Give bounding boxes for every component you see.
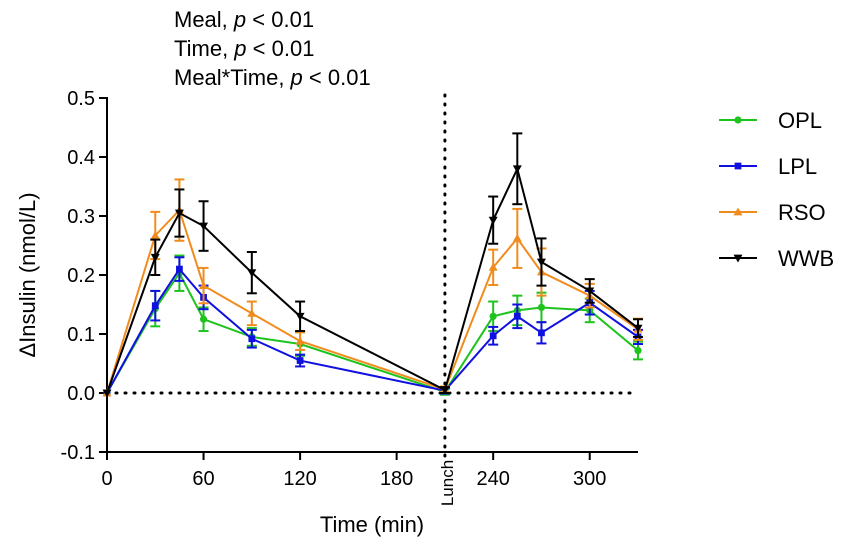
data-point (295, 312, 305, 321)
legend-item-opl: OPL (719, 108, 822, 133)
y-tick-label: 0.5 (67, 88, 95, 110)
legend-label: OPL (778, 108, 822, 133)
plot-area (102, 132, 643, 398)
x-tick-label: 240 (476, 468, 509, 490)
legend-marker (734, 162, 742, 170)
data-point (295, 336, 305, 345)
data-point (247, 269, 257, 278)
x-tick-label: 120 (283, 468, 316, 490)
annotation-meal: Meal, p < 0.01 (174, 7, 314, 32)
y-tick-label: 0.4 (67, 147, 95, 169)
x-tick-label: 180 (380, 468, 413, 490)
legend-item-lpl: LPL (719, 154, 817, 179)
legend-label: LPL (778, 154, 817, 179)
y-tick-label: 0.1 (67, 324, 95, 346)
series-line-opl (106, 271, 639, 394)
legend-marker (734, 116, 742, 124)
data-point (537, 303, 546, 312)
y-tick-label: 0.3 (67, 206, 95, 228)
data-point (296, 357, 304, 364)
legend-marker (733, 207, 743, 216)
data-point (513, 312, 521, 320)
series-lpl (103, 256, 643, 397)
y-tick-label: 0.0 (67, 383, 95, 405)
legend-label: WWB (778, 246, 834, 271)
data-point (248, 335, 256, 343)
annotation-time: Time, p < 0.01 (174, 36, 314, 61)
data-point (176, 265, 183, 273)
stats-annotations: Meal, p < 0.01 Time, p < 0.01 Meal*Time,… (174, 7, 371, 90)
data-point (488, 262, 498, 271)
data-point (199, 222, 209, 231)
x-tick-label: 0 (101, 468, 112, 490)
legend-label: RSO (778, 200, 826, 225)
data-point (585, 287, 595, 296)
y-tick-label: -0.1 (61, 442, 95, 464)
data-point (150, 230, 160, 239)
data-point (247, 308, 257, 317)
data-point (150, 253, 160, 262)
data-point (536, 258, 546, 267)
data-point (199, 315, 208, 323)
lunch-label: Lunch (438, 460, 457, 506)
series-line-wwb (106, 165, 639, 394)
data-point (151, 302, 159, 310)
series-rso (102, 178, 643, 397)
data-point (199, 281, 209, 289)
data-point (488, 216, 498, 225)
x-axis-label: Time (min) (320, 512, 424, 537)
reference-lines (105, 93, 640, 462)
series-line-lpl (106, 267, 639, 394)
data-point (102, 389, 112, 398)
data-point (512, 165, 522, 174)
annotation-meal-time: Meal*Time, p < 0.01 (174, 65, 371, 90)
data-point (538, 329, 545, 337)
x-tick-label: 60 (192, 468, 214, 490)
data-point (440, 386, 450, 395)
series-wwb (102, 132, 643, 398)
legend-item-rso: RSO (719, 200, 826, 225)
y-tick-label: 0.2 (67, 265, 95, 287)
data-point (174, 209, 184, 218)
axes: -0.1 0.0 0.1 0.2 0.3 0.4 0.5 0 60 120 180 240 300 (61, 88, 638, 490)
legend-marker (733, 254, 743, 263)
data-point (489, 312, 497, 320)
data-point (489, 332, 497, 340)
data-point (512, 233, 522, 242)
series-line-rso (106, 208, 639, 394)
x-tick-label: 300 (573, 468, 606, 490)
legend-item-wwb: WWB (719, 246, 834, 271)
data-point (634, 346, 642, 355)
y-axis-label: ΔInsulin (nmol/L) (15, 192, 40, 357)
data-point (633, 324, 643, 333)
legend: OPL LPL RSO WWB (719, 108, 834, 271)
